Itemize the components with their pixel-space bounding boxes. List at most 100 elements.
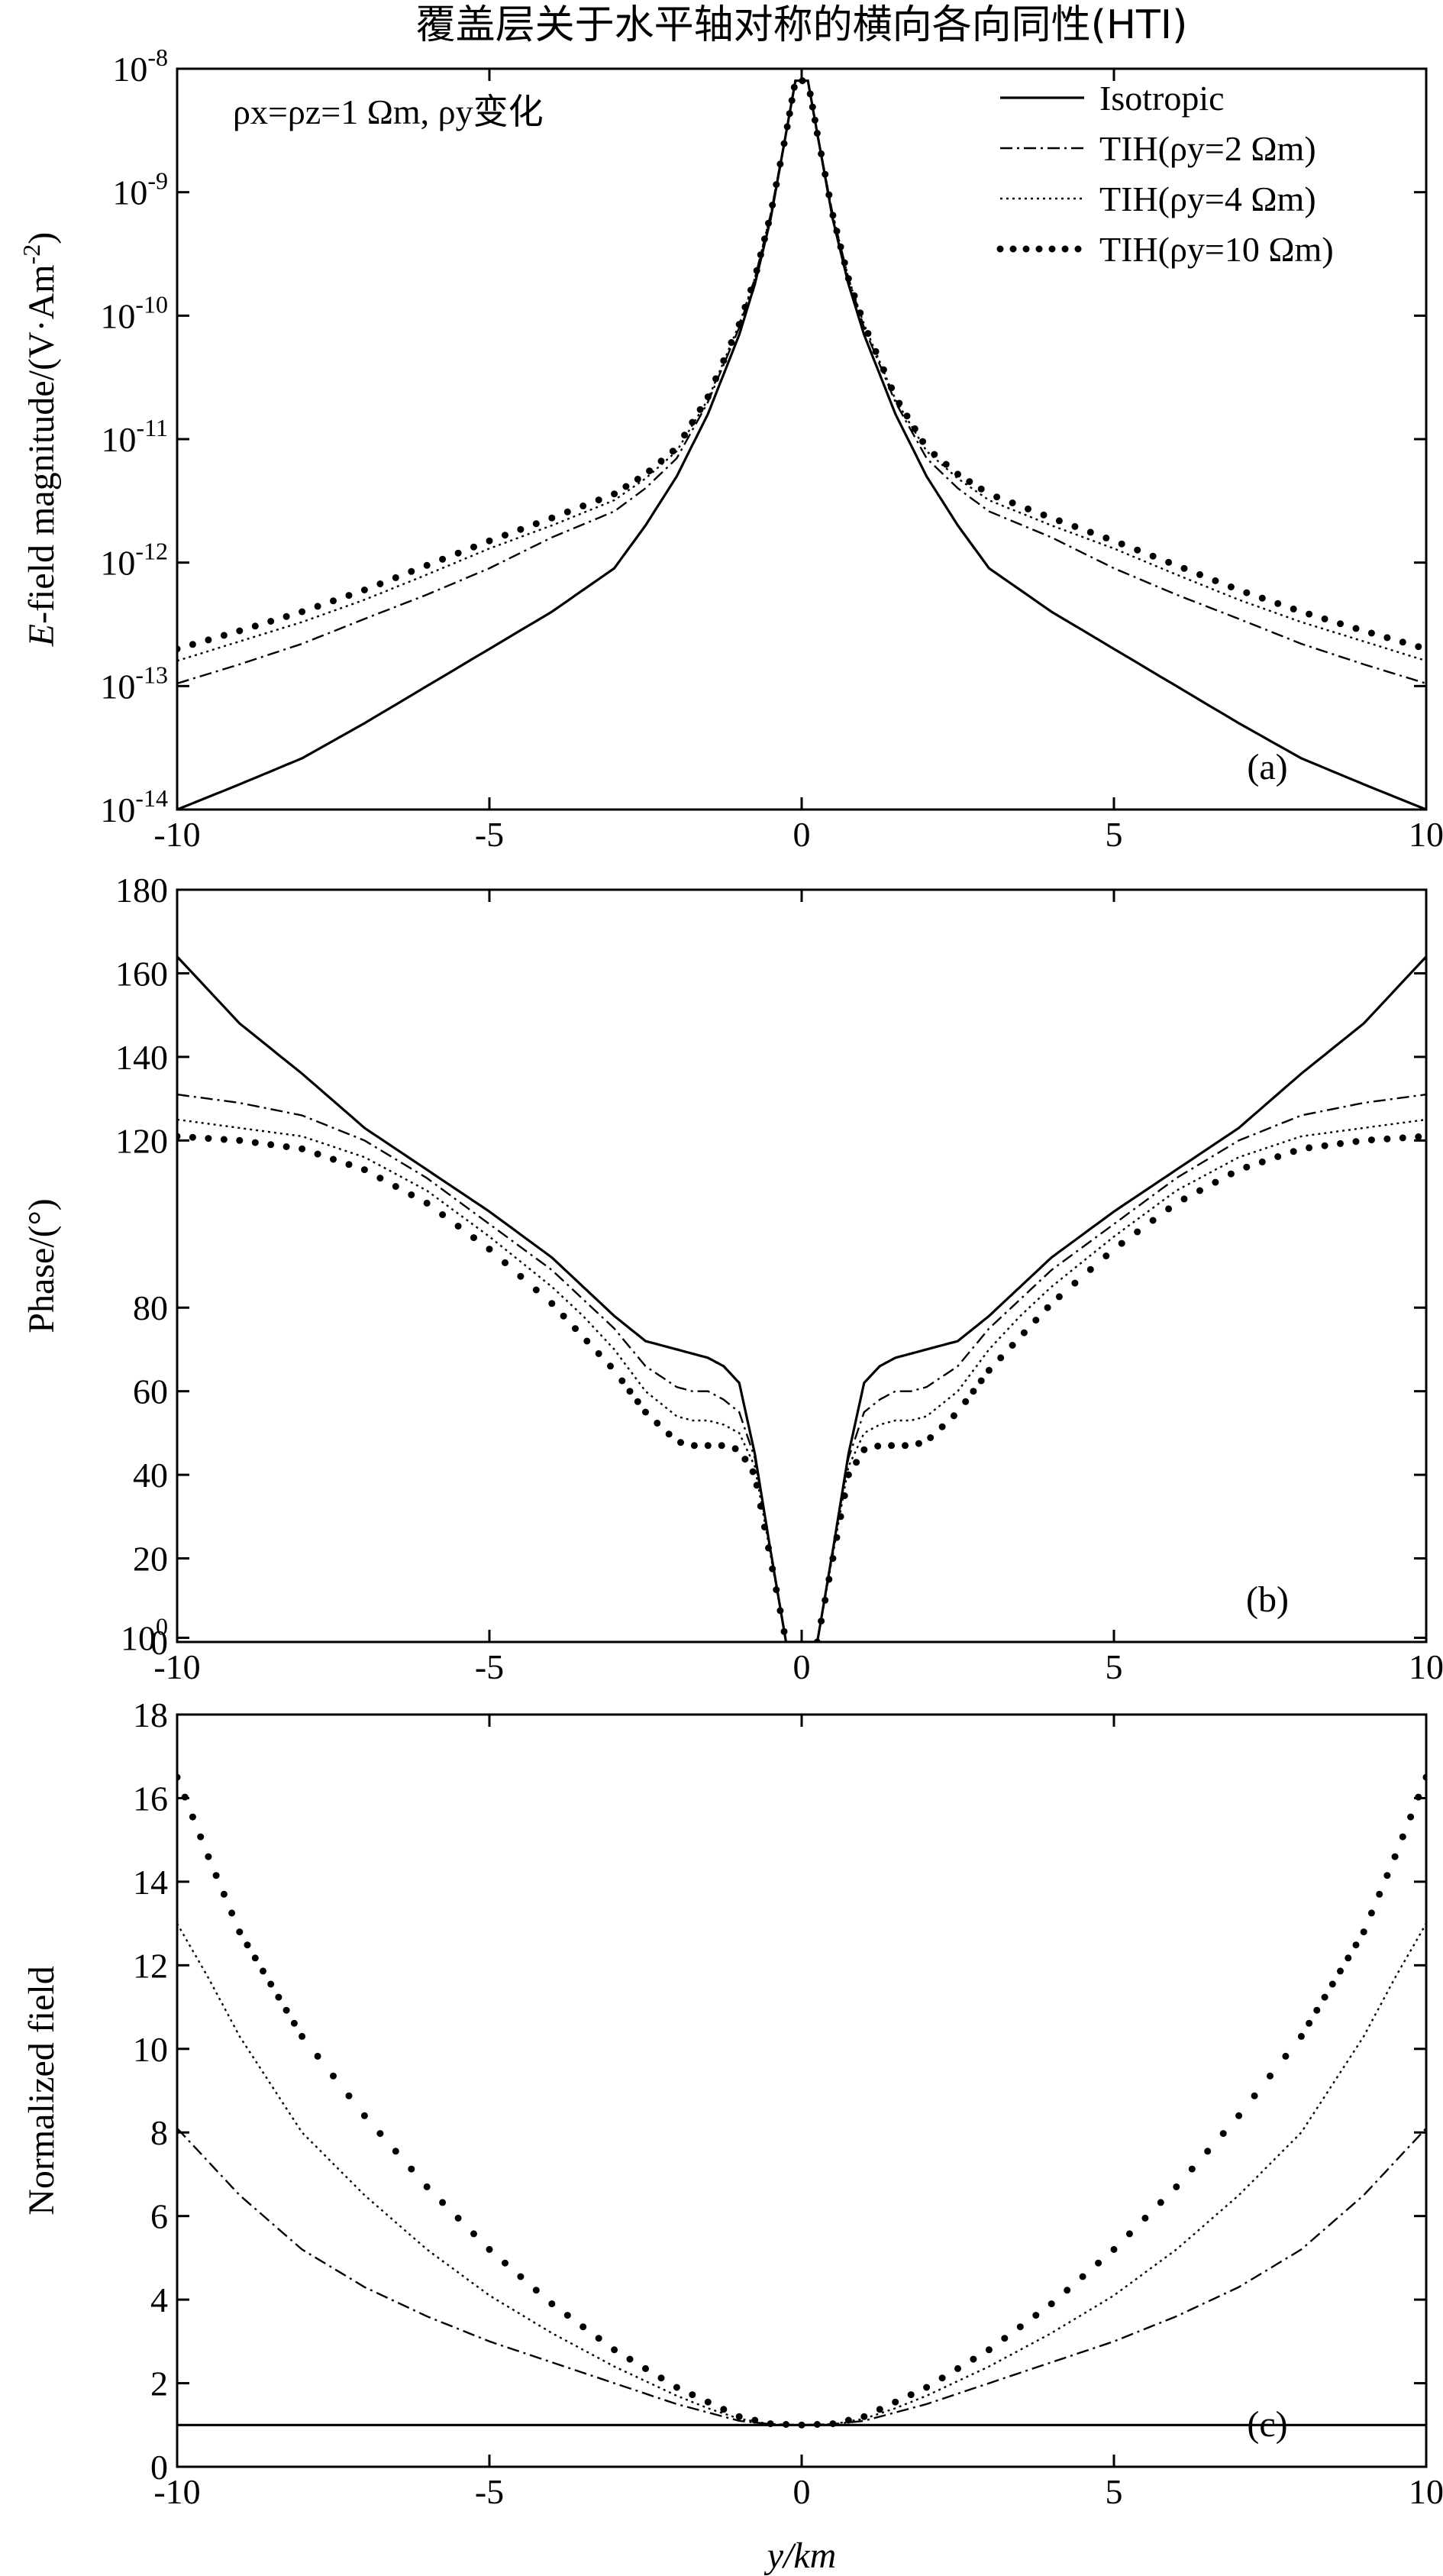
series-b-3-point bbox=[1227, 1170, 1235, 1178]
series-b-3-point bbox=[360, 1166, 368, 1174]
series-c-3-point bbox=[260, 1967, 266, 1975]
series-b-3-point bbox=[753, 1482, 760, 1489]
series-b-3-point bbox=[985, 1366, 993, 1374]
series-b-3-point bbox=[970, 1388, 977, 1395]
series-b-3-point bbox=[962, 1398, 970, 1405]
y-tick-label-a: 10-9 bbox=[112, 167, 168, 212]
y-tick-label-b: 40 bbox=[133, 1456, 168, 1495]
series-c-3-point bbox=[1337, 1967, 1344, 1975]
series-c-3-point bbox=[1391, 1853, 1399, 1860]
series-c-3-point bbox=[236, 1928, 244, 1936]
plot-frame-b bbox=[176, 888, 1428, 1644]
series-a-3-point bbox=[728, 339, 735, 346]
series-a-3-point bbox=[563, 508, 571, 516]
series-c-3-point bbox=[1157, 2199, 1164, 2206]
series-c-3-point bbox=[1235, 2112, 1243, 2119]
series-c-3-point bbox=[689, 2391, 696, 2399]
series-c-3-point bbox=[314, 2052, 321, 2060]
series-a-3-point bbox=[780, 140, 788, 147]
series-b-3-point bbox=[548, 1300, 556, 1307]
series-a-3-point bbox=[408, 567, 415, 575]
series-c-3-point bbox=[197, 1833, 205, 1841]
legend: Isotropic TIH(ρy=2 Ωm) TIH(ρy=4 Ωm) TIH(ρy=… bbox=[996, 79, 1334, 269]
series-a-3-point bbox=[776, 160, 784, 168]
x-tick-label-a: -10 bbox=[153, 815, 200, 854]
y-tick-label-a: 10-14 bbox=[100, 784, 168, 829]
series-a-3-point bbox=[844, 275, 852, 283]
series-b-3-point bbox=[1306, 1144, 1313, 1152]
series-c-3-point bbox=[1267, 2072, 1274, 2080]
series-a-3-point bbox=[872, 347, 880, 355]
series-b-3-point bbox=[844, 1471, 852, 1479]
y-tick-label-c: 2 bbox=[150, 2364, 168, 2403]
series-c-1-line bbox=[177, 2127, 1426, 2426]
y-tick-label-c: 14 bbox=[133, 1863, 168, 1902]
x-tick-label-b: -10 bbox=[153, 1647, 200, 1686]
series-b-3-point bbox=[1102, 1252, 1110, 1259]
x-tick-label-b: 0 bbox=[793, 1647, 811, 1686]
series-a-3-point bbox=[1134, 546, 1141, 554]
series-c-3-point bbox=[189, 1813, 196, 1821]
series-b-3-point bbox=[690, 1442, 698, 1450]
series-b-3-point bbox=[1165, 1205, 1173, 1213]
series-a-3-point bbox=[1180, 564, 1188, 572]
series-a-3-point bbox=[681, 431, 689, 439]
series-b-3-point bbox=[408, 1191, 415, 1198]
series-c-3-point bbox=[1016, 2323, 1024, 2331]
series-b-3-point bbox=[1196, 1187, 1203, 1194]
series-a-3-point bbox=[790, 83, 798, 91]
series-c-3-point bbox=[720, 2406, 728, 2413]
series-c-3-point bbox=[376, 2130, 384, 2138]
series-c-3-point bbox=[626, 2355, 634, 2363]
series-a-3-point bbox=[851, 292, 858, 299]
series-b-3-point bbox=[765, 1544, 772, 1552]
series-c-3-point bbox=[244, 1941, 251, 1949]
legend-label: Isotropic bbox=[1099, 79, 1225, 118]
y-tick-label-b: 120 bbox=[115, 1121, 168, 1160]
panel-tag-a: (a) bbox=[1247, 747, 1287, 787]
series-a-3-point bbox=[747, 286, 754, 294]
series-a-3-point bbox=[236, 627, 244, 635]
series-a-3-point bbox=[806, 90, 814, 98]
series-b-3-point bbox=[833, 1534, 841, 1541]
series-a-3-point bbox=[345, 592, 353, 600]
series-c-3-point bbox=[360, 2112, 368, 2119]
series-c-3-point bbox=[1399, 1833, 1406, 1841]
annotation-text: ρx=ρz=1 Ωm, ρy变化 bbox=[233, 92, 544, 131]
series-b-3-point bbox=[1399, 1134, 1406, 1142]
series-a-3-point bbox=[942, 461, 950, 468]
series-b-3-point bbox=[938, 1423, 946, 1430]
series-c-3-point bbox=[1313, 2006, 1321, 2014]
series-b-3-point bbox=[829, 1555, 837, 1563]
series-b-3-point bbox=[251, 1139, 259, 1146]
x-tick-label-a: 10 bbox=[1409, 815, 1443, 854]
series-a-3-point bbox=[786, 110, 793, 118]
series-a-3-point bbox=[634, 475, 641, 483]
series-c-3-point bbox=[408, 2165, 415, 2173]
series-a-3-point bbox=[818, 150, 825, 157]
series-a-3-point bbox=[741, 303, 749, 311]
series-c-3-point bbox=[813, 2421, 821, 2428]
series-b-3-point bbox=[1383, 1135, 1391, 1143]
series-a-3-point bbox=[423, 561, 431, 569]
series-c-3-point bbox=[1345, 1954, 1352, 1962]
series-b-3-point bbox=[1055, 1293, 1063, 1301]
series-b-3-point bbox=[220, 1136, 228, 1143]
series-b-3-point bbox=[853, 1459, 860, 1466]
y-tick-label-c: 12 bbox=[133, 1946, 168, 1985]
y-tick-label-c: 6 bbox=[150, 2197, 168, 2236]
legend-marker bbox=[1009, 245, 1017, 253]
series-a-3-point bbox=[783, 123, 791, 131]
series-a-3-point bbox=[735, 321, 743, 328]
series-b-3-point bbox=[314, 1150, 321, 1158]
y-tick-label-a: 10-11 bbox=[102, 414, 168, 459]
series-b-3-point bbox=[1071, 1279, 1079, 1287]
series-b-3-point bbox=[626, 1388, 634, 1395]
y-tick-label-b: 140 bbox=[115, 1038, 168, 1077]
series-c-3-point bbox=[892, 2398, 899, 2406]
series-b-3-point bbox=[1180, 1195, 1188, 1203]
series-c-3-point bbox=[1360, 1928, 1367, 1936]
series-b-3-point bbox=[423, 1199, 431, 1207]
series-c-3-point bbox=[579, 2323, 587, 2331]
series-group-a bbox=[177, 77, 1426, 810]
